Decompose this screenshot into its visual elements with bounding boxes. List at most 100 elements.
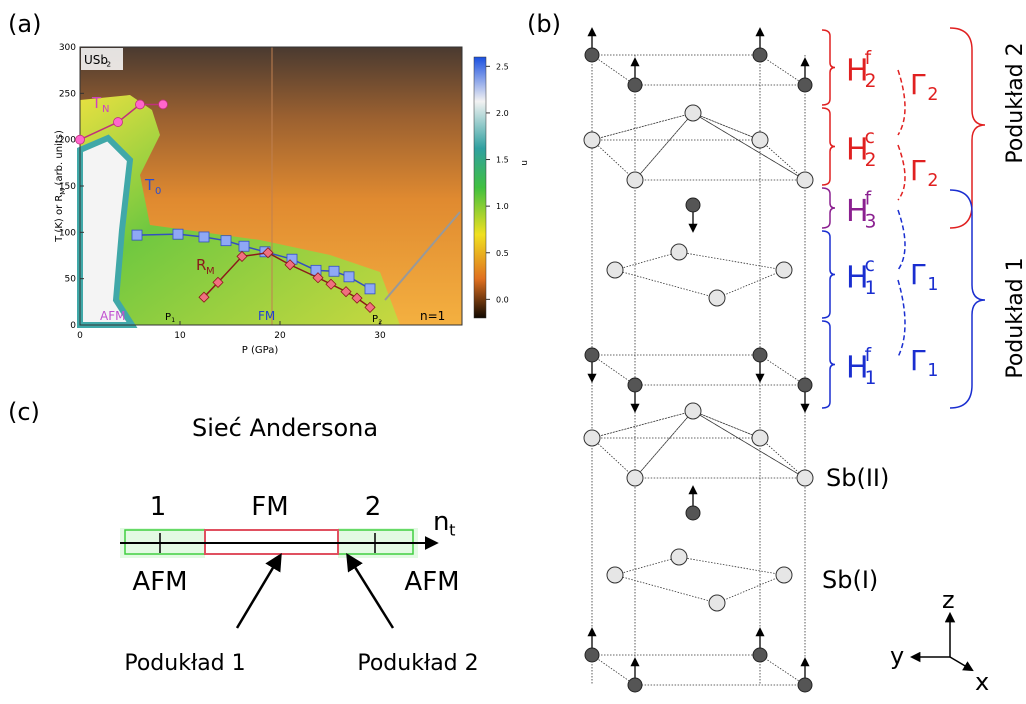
sb-atom xyxy=(708,289,726,307)
phase-label: FM xyxy=(251,492,288,522)
sb-atom xyxy=(751,429,769,447)
marker xyxy=(312,272,324,284)
marker xyxy=(172,228,184,240)
u-atom xyxy=(797,377,813,393)
annotation: FM xyxy=(258,309,275,323)
level-label-sub: 2 xyxy=(865,150,877,171)
u-atom xyxy=(685,197,701,213)
marker xyxy=(198,291,210,303)
u-atom xyxy=(752,347,768,363)
coupling-label-sub: 2 xyxy=(927,171,938,191)
colorbar-tick-label: 1.5 xyxy=(496,156,509,165)
level-label-sub: 1 xyxy=(865,368,877,389)
y-tick-label: 150 xyxy=(59,182,76,192)
marker xyxy=(212,276,224,288)
coupling-arrow xyxy=(897,209,906,271)
bond xyxy=(590,354,807,386)
u-atom xyxy=(627,377,643,393)
axis-label: n xyxy=(433,507,449,537)
bond xyxy=(590,654,807,686)
axis-arrow xyxy=(949,656,974,672)
level-label-sub: 3 xyxy=(865,212,877,233)
u-atom xyxy=(752,47,768,63)
sb-atom xyxy=(626,171,644,189)
level-label-sub: 2 xyxy=(865,71,877,92)
annotation: AFM xyxy=(100,309,125,323)
subsystem-brace xyxy=(949,189,986,409)
marker xyxy=(343,271,355,283)
panel-label: (b) xyxy=(527,10,561,38)
marker xyxy=(284,259,296,271)
site-label: Sb(I) xyxy=(822,566,878,594)
y-axis-label-part: M xyxy=(59,189,67,195)
axis-letter: x xyxy=(975,668,989,696)
bond xyxy=(692,112,761,141)
level-brace xyxy=(821,187,836,229)
bond xyxy=(692,410,806,479)
marker xyxy=(135,99,145,110)
sb-atom xyxy=(583,429,601,447)
series-label: R xyxy=(196,256,206,274)
sb-atom xyxy=(751,131,769,149)
y-tick-label: 300 xyxy=(59,43,76,53)
series-label: T xyxy=(91,94,102,112)
level-label: H xyxy=(846,261,869,296)
annotation-sub: 2 xyxy=(378,319,382,326)
marker xyxy=(75,134,85,145)
marker xyxy=(364,283,376,295)
x-tick-label: 20 xyxy=(274,331,286,341)
marker xyxy=(220,235,232,247)
marker xyxy=(328,265,340,277)
series-label: T xyxy=(144,176,155,194)
coupling-label-sub: 1 xyxy=(927,361,938,381)
coupling-label: Γ xyxy=(910,154,926,187)
network-title: Sieć Andersona xyxy=(192,414,378,442)
coupling-label-sub: 1 xyxy=(927,275,938,295)
sb-atom xyxy=(626,469,644,487)
level-label-sup: c xyxy=(865,127,875,148)
coupling-label: Γ xyxy=(910,344,926,377)
level-label-sup: f xyxy=(865,345,872,366)
u-atom xyxy=(797,77,813,93)
point-label: 1 xyxy=(150,492,167,522)
marker xyxy=(340,286,352,298)
axis-letter: y xyxy=(890,642,904,670)
coupling-label-sub: 2 xyxy=(927,85,938,105)
axis-label-sub: t xyxy=(449,521,455,540)
colorbar xyxy=(473,56,487,319)
bond xyxy=(591,112,694,141)
u-atom xyxy=(752,647,768,663)
x-axis-label: P (GPa) xyxy=(242,345,279,356)
level-label: H xyxy=(846,54,869,89)
sb-atom xyxy=(606,261,624,279)
phase-label: AFM xyxy=(404,567,459,597)
bond xyxy=(590,437,807,479)
sb-atom xyxy=(775,261,793,279)
colorbar-label: n xyxy=(519,160,529,166)
coupling-arrow xyxy=(897,69,906,136)
level-label-sub: 1 xyxy=(865,278,877,299)
annotation: P xyxy=(165,312,171,323)
bond xyxy=(692,410,761,439)
x-tick-label: 30 xyxy=(374,331,386,341)
marker xyxy=(364,301,376,313)
u-atom xyxy=(584,47,600,63)
colorbar-tick-label: 1.0 xyxy=(496,202,509,211)
title-box xyxy=(81,48,123,70)
sb-atom xyxy=(708,594,726,612)
colorbar-tick-label: 2.5 xyxy=(496,62,509,71)
u-atom xyxy=(584,647,600,663)
marker xyxy=(351,292,363,304)
annotation: P xyxy=(372,314,378,325)
level-label: H xyxy=(846,194,869,229)
colorbar-tick-label: 2.0 xyxy=(496,109,509,118)
u-atom xyxy=(584,347,600,363)
sb-atom xyxy=(775,566,793,584)
sb-atom xyxy=(796,171,814,189)
panel-label: (a) xyxy=(8,10,41,38)
sb-atom xyxy=(684,402,702,420)
panel-label: (c) xyxy=(8,398,40,426)
y-tick-label: 0 xyxy=(70,321,76,331)
sb-atom xyxy=(670,243,688,261)
